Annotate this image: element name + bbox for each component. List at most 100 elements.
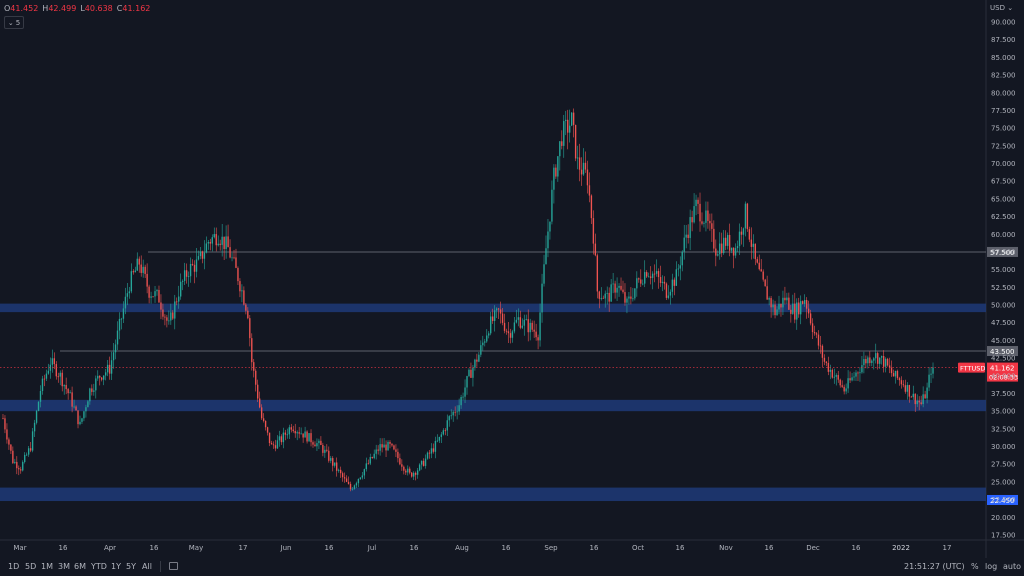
candle-body [174,301,176,319]
candle-body [199,251,202,257]
candle-body [389,441,391,444]
candle-body [63,385,65,387]
candle-body [89,388,91,402]
candle-body [361,475,364,478]
candle-body [742,228,745,235]
candle-body [586,169,589,186]
candle-body [653,273,656,275]
utc-clock[interactable]: 21:51:27 (UTC) [904,562,965,571]
calendar-icon[interactable] [169,562,178,570]
candle-body [740,231,743,235]
currency-selector[interactable]: USD ⌄ [990,4,1013,12]
y-tick-label: 65.000 [991,195,1016,203]
candle-body [349,483,352,490]
zone-0 [0,303,986,313]
range-5y-button[interactable]: 5Y [126,562,136,571]
last-price-value: 41.162 [990,365,1015,373]
candle-body [786,297,788,301]
candle-body [43,378,46,380]
candle-body [679,265,681,269]
range-6m-button[interactable]: 6M [74,562,86,571]
candle-body [750,239,753,247]
candle-body [932,367,934,374]
candle-body [582,162,585,175]
candles [2,108,934,492]
candle-body [853,376,855,378]
range-5d-button[interactable]: 5D [25,562,37,571]
candle-body [821,345,824,358]
y-tick-label: 42.500 [991,355,1016,363]
candle-body [871,360,873,363]
candle-body [892,373,895,377]
candle-body [219,243,221,245]
candle-body [191,263,194,265]
ohlc-legend: O41.452 H42.499 L40.638 C41.162 [4,4,150,13]
candle-body [756,259,758,263]
candle-body [770,298,772,308]
indicators-collapse-button[interactable]: ⌄ 5 [4,16,24,29]
candle-body [25,454,28,456]
candle-body [517,317,520,320]
x-tick-label: Jul [367,544,377,552]
candle-body [926,387,928,399]
candle-body [292,429,294,432]
candle-body [527,319,529,333]
candle-body [106,364,109,373]
candle-body [646,272,648,277]
support-tag-bg [987,494,1018,505]
auto-scale-toggle[interactable]: auto [1003,562,1022,571]
candle-body [511,331,514,338]
candle-body [438,436,441,441]
candle-body [81,418,83,422]
candle-body [16,461,18,469]
candle-body [565,119,567,122]
candle-body [189,263,192,277]
candle-body [257,384,259,399]
candle-body [258,398,261,408]
candle-body [766,286,768,300]
candle-body [27,448,30,455]
candle-body [683,237,685,252]
candle-body [488,333,490,336]
percent-scale-toggle[interactable]: % [971,562,979,571]
candle-body [401,464,403,467]
range-1y-button[interactable]: 1Y [111,562,121,571]
candle-body [146,273,148,287]
candle-body [126,293,129,297]
log-scale-toggle[interactable]: log [985,562,998,571]
candle-body [215,234,217,246]
y-tick-label: 32.500 [991,425,1016,433]
candle-body [132,271,135,273]
candle-body [142,266,144,273]
range-ytd-button[interactable]: YTD [91,562,107,571]
candle-body [399,458,401,465]
candle-body [754,243,756,260]
x-tick-label: Nov [719,544,733,552]
candle-body [861,365,863,373]
y-tick-label: 45.000 [991,337,1016,345]
candle-body [454,411,456,413]
candle-body [792,303,794,314]
candle-body [503,322,506,331]
candle-body [452,411,454,416]
chevron-down-icon: ⌄ [1007,4,1014,12]
candle-body [782,297,784,308]
candle-body [172,312,174,319]
range-1d-button[interactable]: 1D [8,562,20,571]
candle-body [420,460,423,465]
candle-body [541,283,543,313]
candle-body [166,317,168,321]
range-1m-button[interactable]: 1M [41,562,53,571]
candle-body [486,335,488,342]
range-3m-button[interactable]: 3M [58,562,70,571]
y-tick-label: 20.000 [991,514,1016,522]
range-all-button[interactable]: All [142,562,152,571]
candle-body [495,308,498,311]
candle-body [158,290,160,303]
candle-body [160,302,162,310]
candle-body [849,378,851,381]
candle-body [217,243,219,246]
candle-body [95,378,97,391]
candle-body [642,283,644,285]
